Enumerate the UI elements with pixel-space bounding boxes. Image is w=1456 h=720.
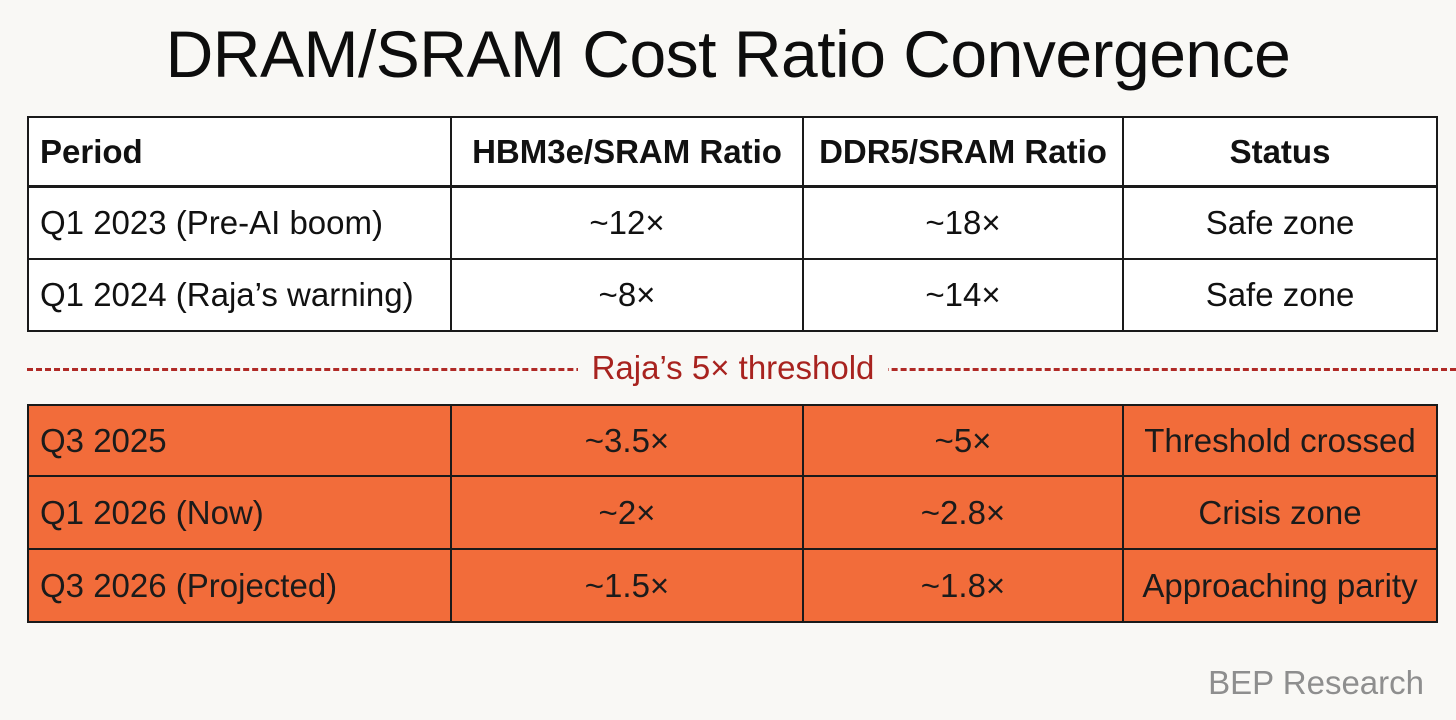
table-row: Q3 2026 (Projected) ~1.5× ~1.8× Approach…	[27, 550, 1438, 623]
table-header-row: Period HBM3e/SRAM Ratio DDR5/SRAM Ratio …	[27, 116, 1438, 188]
status-cell: Safe zone	[1124, 260, 1438, 330]
hbm3e-ratio-cell: ~12×	[452, 188, 804, 258]
ddr5-ratio-cell: ~5×	[804, 406, 1124, 475]
hbm3e-ratio-cell: ~8×	[452, 260, 804, 330]
period-cell: Q3 2026 (Projected)	[27, 550, 452, 621]
hbm3e-ratio-cell: ~1.5×	[452, 550, 804, 621]
column-header-period: Period	[27, 118, 452, 185]
ddr5-ratio-cell: ~1.8×	[804, 550, 1124, 621]
status-cell: Approaching parity	[1124, 550, 1438, 621]
column-header-hbm3e-ratio: HBM3e/SRAM Ratio	[452, 118, 804, 185]
hbm3e-ratio-cell: ~2×	[452, 477, 804, 548]
ddr5-ratio-cell: ~14×	[804, 260, 1124, 330]
period-cell: Q1 2024 (Raja’s warning)	[27, 260, 452, 330]
ddr5-ratio-cell: ~18×	[804, 188, 1124, 258]
table-row: Q3 2025 ~3.5× ~5× Threshold crossed	[27, 404, 1438, 477]
hbm3e-ratio-cell: ~3.5×	[452, 406, 804, 475]
threshold-label: Raja’s 5× threshold	[577, 349, 889, 387]
period-cell: Q3 2025	[27, 406, 452, 475]
column-header-status: Status	[1124, 118, 1438, 185]
status-cell: Threshold crossed	[1124, 406, 1438, 475]
ddr5-ratio-cell: ~2.8×	[804, 477, 1124, 548]
table-row: Q1 2023 (Pre-AI boom) ~12× ~18× Safe zon…	[27, 188, 1438, 260]
cost-ratio-table: Period HBM3e/SRAM Ratio DDR5/SRAM Ratio …	[27, 116, 1456, 623]
threshold-divider: Raja’s 5× threshold	[0, 332, 1456, 404]
status-cell: Crisis zone	[1124, 477, 1438, 548]
status-cell: Safe zone	[1124, 188, 1438, 258]
column-header-ddr5-ratio: DDR5/SRAM Ratio	[804, 118, 1124, 185]
period-cell: Q1 2023 (Pre-AI boom)	[27, 188, 452, 258]
table-row: Q1 2024 (Raja’s warning) ~8× ~14× Safe z…	[27, 260, 1438, 332]
source-footer: BEP Research	[1208, 664, 1424, 701]
chart-title: DRAM/SRAM Cost Ratio Convergence	[165, 17, 1291, 91]
period-cell: Q1 2026 (Now)	[27, 477, 452, 548]
table-row: Q1 2026 (Now) ~2× ~2.8× Crisis zone	[27, 477, 1438, 550]
